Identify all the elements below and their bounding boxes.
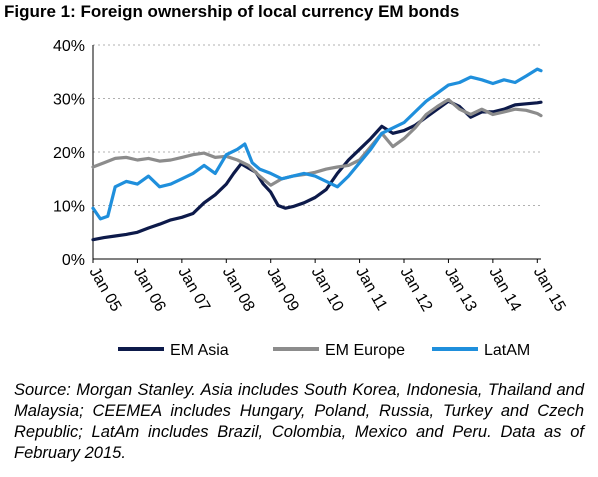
legend: EM Asia EM Europe LatAM — [118, 342, 530, 359]
x-tick-label: Jan 15 — [530, 265, 569, 315]
x-tick-label: Jan 14 — [485, 265, 524, 315]
figure-title: Figure 1: Foreign ownership of local cur… — [4, 2, 460, 21]
series-lines — [91, 67, 543, 242]
legend-label: EM Asia — [170, 342, 229, 359]
x-tick-label: Jan 06 — [130, 265, 169, 315]
series-line-em-europe — [91, 98, 543, 187]
gridlines — [93, 44, 541, 206]
series-line-latam — [91, 67, 543, 221]
y-tick-label: 20% — [53, 145, 85, 162]
x-tick-label: Jan 11 — [352, 265, 390, 314]
source-note: Source: Morgan Stanley. Asia includes So… — [14, 381, 584, 462]
legend-label: LatAM — [484, 342, 530, 359]
x-tick-label: Jan 05 — [86, 265, 125, 315]
y-tick-label: 40% — [53, 38, 85, 55]
x-tick-label: Jan 10 — [308, 265, 347, 315]
chart: 0%10%20%30%40%Jan 05 Jan 06 Jan 07 Jan 08 Ja… — [53, 38, 569, 359]
y-tick-label: 30% — [53, 92, 85, 109]
x-tick-label: Jan 07 — [174, 265, 213, 315]
x-tick-label: Jan 12 — [397, 265, 436, 315]
legend-label: EM Europe — [325, 342, 405, 359]
x-tick-label: Jan 09 — [263, 265, 302, 315]
x-tick-label: Jan 13 — [441, 265, 480, 315]
x-tick-label: Jan 08 — [219, 265, 258, 315]
y-tick-label: 0% — [62, 252, 85, 269]
y-tick-label: 10% — [53, 199, 85, 216]
